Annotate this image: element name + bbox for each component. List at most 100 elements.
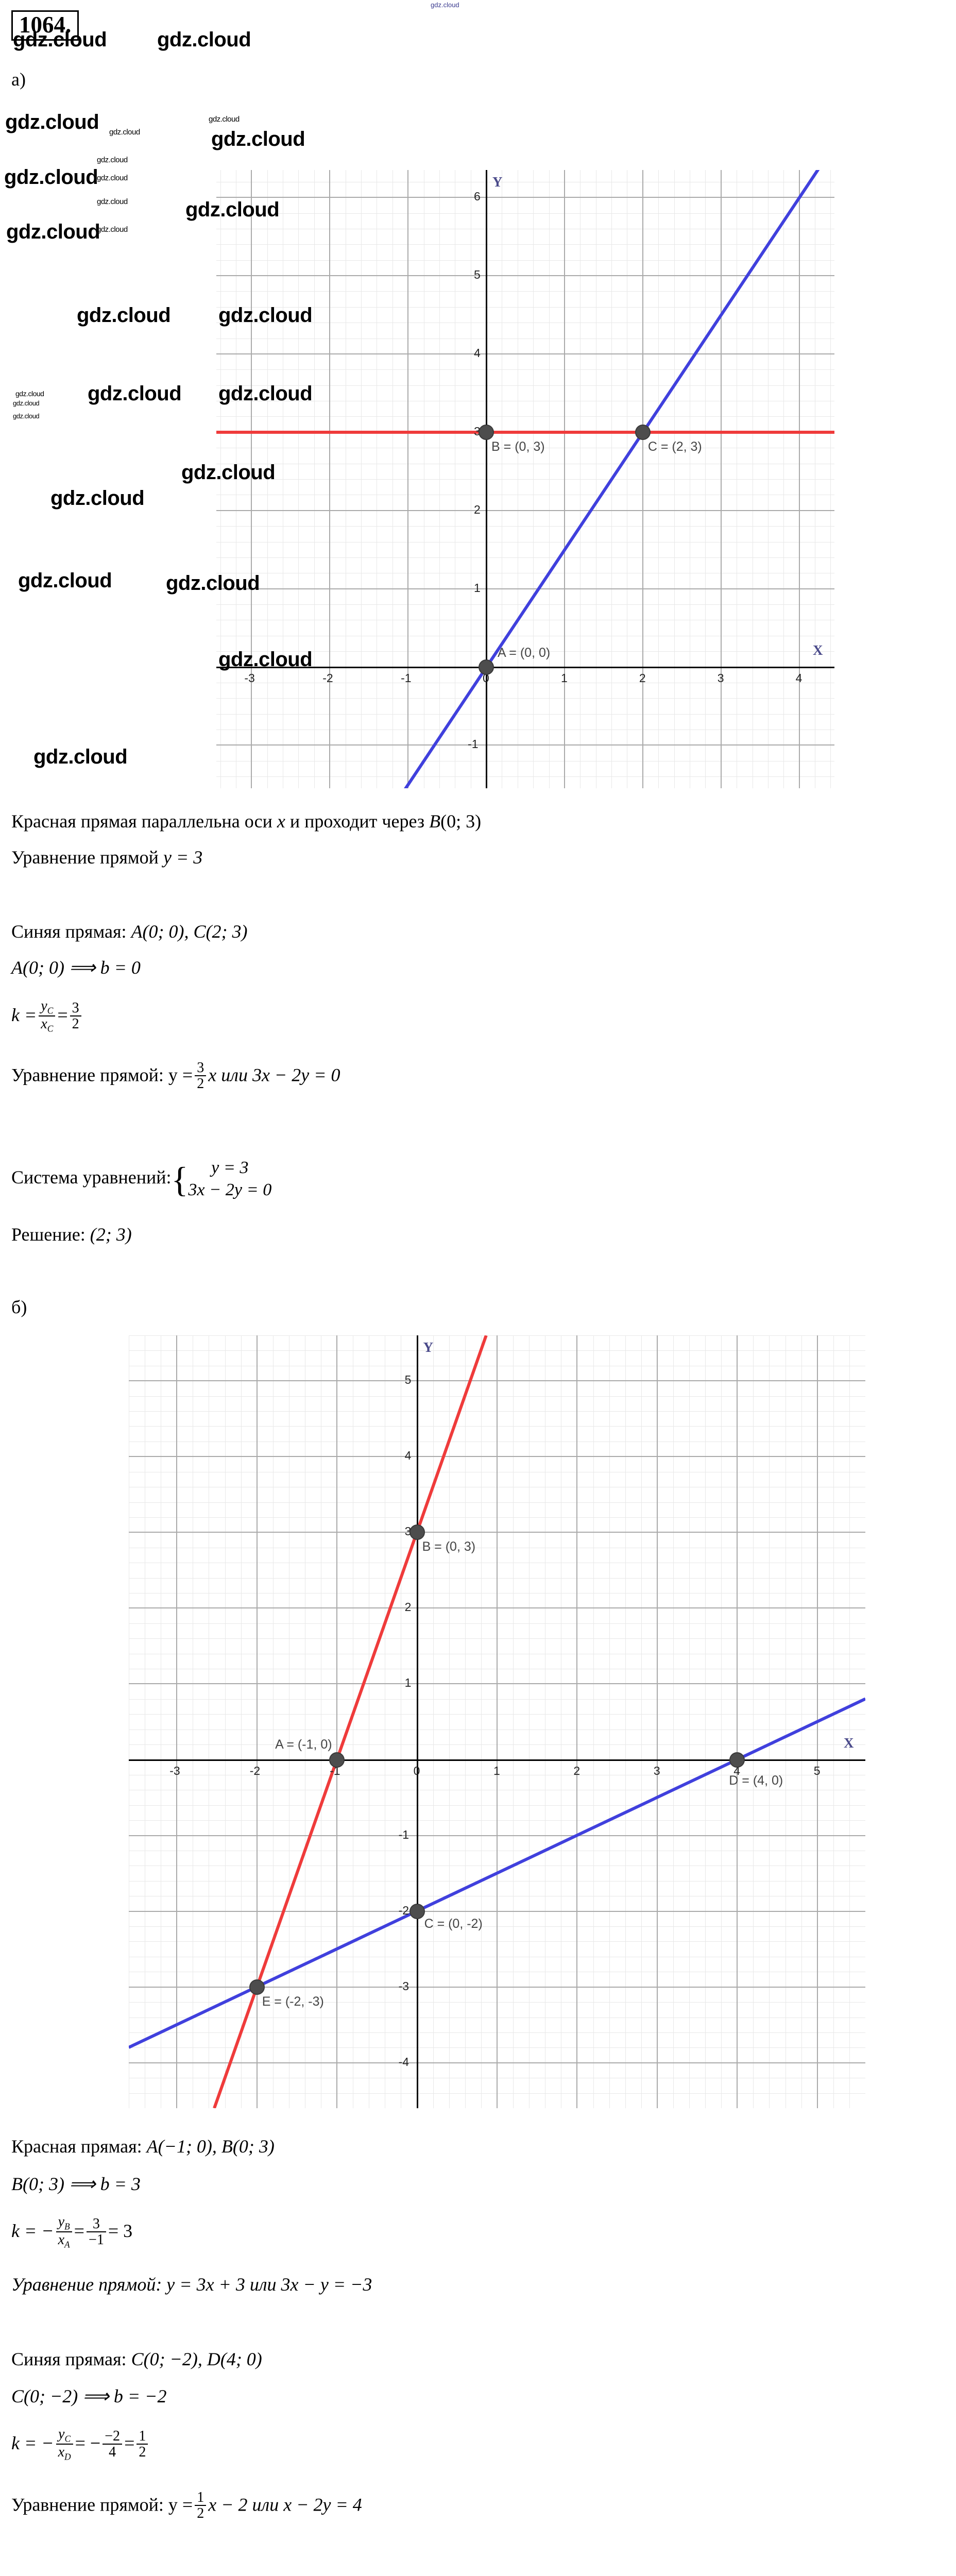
y-tick-label: -1 [398, 1827, 409, 1841]
grid-line-minor-v [529, 1335, 530, 2108]
grid-line-minor-h [216, 307, 834, 308]
watermark: gdz.cloud [97, 156, 128, 164]
txt-equation: Уравнение прямой: y = 3x + 3 или 3x − y … [11, 2274, 372, 2295]
data-point-label: A = (0, 0) [498, 645, 551, 660]
grid-line-major-h [129, 1532, 865, 1533]
y-axis-name: Y [423, 1340, 434, 1355]
exercise-number: 1064. [19, 12, 72, 38]
grid-line-major-h [129, 1986, 865, 1988]
x-axis [129, 1759, 865, 1761]
grid-line-major-h [129, 1835, 865, 1836]
txt-eq: = [124, 2432, 135, 2453]
grid-line-minor-h [216, 776, 834, 777]
part-label-b: б) [11, 1297, 27, 1317]
grid-line-major-h [216, 510, 834, 511]
data-point-label: C = (2, 3) [647, 439, 702, 454]
watermark: gdz.cloud [431, 1, 459, 9]
grid-line-major-v [737, 1335, 738, 2108]
y-tick-label: 2 [474, 502, 481, 516]
y-tick-label: -1 [468, 737, 479, 751]
watermark: gdz.cloud [97, 225, 128, 234]
grid-line-major-h [129, 1456, 865, 1458]
fraction-3-neg1: 3 −1 [86, 2216, 106, 2247]
watermark: gdz.cloud [13, 399, 40, 407]
txt-equation: y = 3 [163, 847, 203, 868]
solution-a-b-value: A(0; 0) ⟹ b = 0 [11, 957, 141, 978]
graph-a: -3 -2 -1 0 1 2 3 4 -1 1 2 3 4 5 6 Y X A = (0, 0) B = (0, 3… [216, 170, 834, 788]
watermark: gdz.cloud [97, 197, 128, 206]
left-brace-icon: { [171, 1160, 189, 1199]
txt-eq-result: = 3 [108, 2220, 133, 2241]
solution-b-k2-formula: k = − yC xD = − −2 4 = 1 2 [11, 2427, 150, 2462]
solution-a-line2: Уравнение прямой y = 3 [11, 846, 202, 868]
data-point-dot [729, 1752, 745, 1768]
txt-seg: x или 3x − 2y = 0 [208, 1064, 340, 1086]
grid-line-major-v [176, 1335, 178, 2108]
grid-line-minor-h [216, 604, 834, 605]
txt-seg: x − 2 или x − 2y = 4 [208, 2494, 362, 2515]
solution-b-k-formula: k = − yB xA = 3 −1 = 3 [11, 2214, 133, 2250]
exercise-number-box: 1064. [11, 10, 79, 41]
grid-line-major-h [129, 1380, 865, 1382]
frac-num: y [58, 2214, 65, 2230]
system-equations: y = 3 3x − 2y = 0 [188, 1157, 271, 1201]
watermark: gdz.cloud [185, 198, 280, 221]
txt-k-label: k = − [11, 2220, 54, 2241]
solution-a-k-formula: k = yC xC = 3 2 [11, 998, 83, 1034]
grid-line-minor-h [216, 714, 834, 715]
frac-den-sub: A [64, 2239, 70, 2250]
grid-line-minor-v [272, 1335, 274, 2108]
watermark: gdz.cloud [166, 572, 260, 595]
txt-seg: и проходит через [285, 811, 430, 832]
data-point-label: B = (0, 3) [491, 439, 545, 454]
grid-line-minor-v [801, 1335, 802, 2108]
data-point-dot [479, 424, 494, 440]
grid-line-major-v [407, 170, 409, 788]
grid-line-major-v [798, 170, 800, 788]
txt-point-B: B [429, 811, 441, 832]
data-point-dot [635, 424, 651, 440]
txt-var-x: x [277, 811, 285, 832]
x-axis-name: X [813, 642, 823, 658]
watermark: gdz.cloud [18, 569, 112, 592]
grid-line-major-h [216, 197, 834, 198]
grid-line-major-v [720, 170, 722, 788]
data-point-dot [249, 1979, 265, 1995]
solution-a-equation: Уравнение прямой: y = 3 2 x или 3x − 2y = 0 [11, 1060, 340, 1092]
x-tick-label: -1 [401, 671, 412, 685]
grid-line-major-v [251, 170, 252, 788]
txt-eq: = [57, 1004, 68, 1025]
txt-seg: Красная прямая: [11, 2136, 147, 2157]
grid-line-major-h [216, 588, 834, 589]
txt-seg: Красная прямая параллельна оси [11, 811, 277, 832]
solution-a-answer: Решение: (2; 3) [11, 1224, 132, 1245]
data-point-label: C = (0, -2) [424, 1916, 483, 1931]
y-tick-label: 4 [404, 1449, 412, 1463]
grid-line-minor-v [753, 1335, 754, 2108]
x-tick-label: 5 [813, 1764, 821, 1777]
grid-line-minor-h [216, 541, 834, 543]
y-tick-label: 6 [474, 190, 481, 204]
grid-line-minor-v [689, 1335, 690, 2108]
x-tick-label: 1 [560, 671, 568, 685]
plot-line-red [216, 430, 834, 434]
frac-den: x [41, 1015, 47, 1032]
y-axis [486, 170, 488, 788]
grid-line-minor-v [721, 1335, 722, 2108]
y-axis [416, 1335, 418, 2108]
watermark: gdz.cloud [211, 128, 305, 150]
txt-eq: = [74, 2220, 84, 2241]
x-tick-label: 2 [573, 1764, 581, 1777]
frac-den: −1 [86, 2231, 106, 2247]
solution-b-c-value: C(0; −2) ⟹ b = −2 [11, 2386, 167, 2406]
y-tick-label: 2 [404, 1600, 412, 1614]
grid-line-minor-h [216, 557, 834, 558]
y-tick-label: -2 [398, 1903, 409, 1917]
grid-line-minor-h [216, 526, 834, 527]
grid-line-major-h [129, 2062, 865, 2063]
y-tick-label: -4 [398, 2055, 409, 2069]
